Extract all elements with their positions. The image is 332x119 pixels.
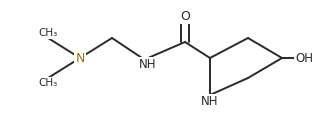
Text: NH: NH <box>201 95 219 108</box>
Text: O: O <box>180 10 190 23</box>
Text: CH₃: CH₃ <box>39 28 58 38</box>
Text: OH: OH <box>295 52 313 64</box>
Text: NH: NH <box>139 58 157 71</box>
Text: CH₃: CH₃ <box>39 78 58 88</box>
Text: N: N <box>75 52 85 64</box>
